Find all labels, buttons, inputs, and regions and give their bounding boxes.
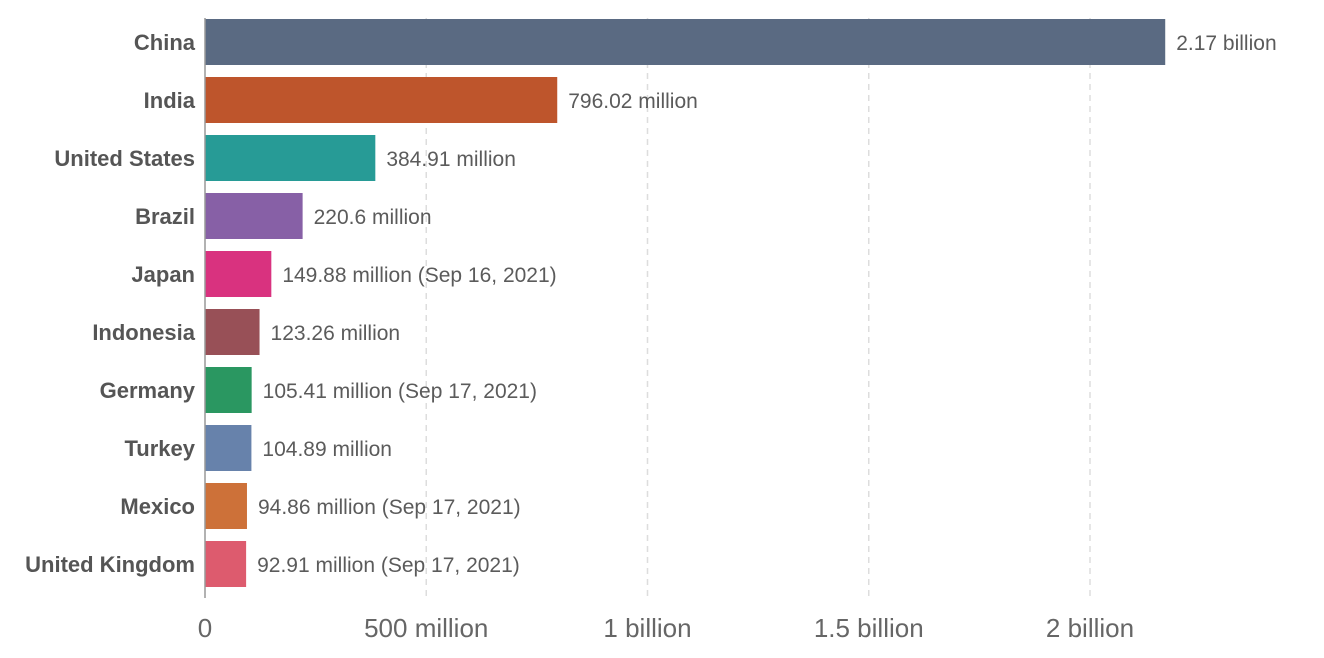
x-tick-label: 1.5 billion	[814, 613, 924, 643]
bar[interactable]	[205, 483, 247, 529]
x-tick-label: 2 billion	[1046, 613, 1134, 643]
category-label: United States	[54, 146, 195, 171]
bar[interactable]	[205, 367, 252, 413]
bar[interactable]	[205, 425, 252, 471]
value-label: 94.86 million (Sep 17, 2021)	[258, 496, 521, 519]
category-label: Mexico	[120, 494, 195, 519]
bar[interactable]	[205, 541, 247, 587]
category-label: Japan	[131, 262, 195, 287]
axis-layer: 0 500 million 1 billion 1.5 billion 2 billio…	[198, 18, 1134, 643]
bar[interactable]	[205, 309, 260, 355]
value-label: 149.88 million (Sep 16, 2021)	[282, 264, 556, 287]
category-label: India	[144, 88, 196, 113]
bar[interactable]	[205, 193, 303, 239]
x-tick-label: 0	[198, 613, 212, 643]
value-label: 92.91 million (Sep 17, 2021)	[257, 554, 520, 577]
value-label: 104.89 million	[262, 438, 392, 461]
bar[interactable]	[205, 19, 1166, 65]
category-label: Germany	[100, 378, 196, 403]
bar-layer	[205, 19, 1166, 587]
value-label: 384.91 million	[386, 148, 516, 171]
bar[interactable]	[205, 251, 272, 297]
category-label: Indonesia	[92, 320, 195, 345]
value-label: 123.26 million	[271, 322, 401, 345]
label-layer: China 2.17 billion India 796.02 million Unit…	[25, 30, 1277, 577]
value-label: 105.41 million (Sep 17, 2021)	[263, 380, 537, 403]
category-label: Turkey	[124, 436, 195, 461]
bar[interactable]	[205, 135, 376, 181]
value-label: 220.6 million	[314, 206, 432, 229]
category-label: Brazil	[135, 204, 195, 229]
x-tick-label: 500 million	[364, 613, 488, 643]
value-label: 2.17 billion	[1176, 32, 1276, 55]
category-label: China	[134, 30, 196, 55]
x-tick-label: 1 billion	[603, 613, 691, 643]
value-label: 796.02 million	[568, 90, 698, 113]
category-label: United Kingdom	[25, 552, 195, 577]
bar[interactable]	[205, 77, 558, 123]
grid-layer	[425, 18, 1091, 598]
